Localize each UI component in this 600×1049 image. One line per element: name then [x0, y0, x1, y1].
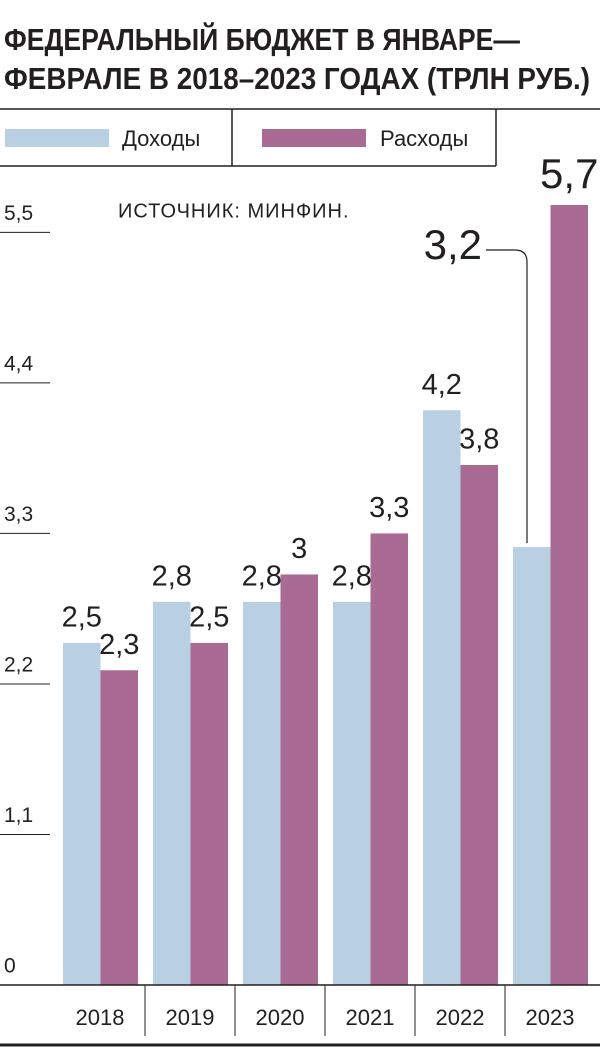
y-tick-label: 1,1 [4, 804, 33, 827]
chart-title: ФЕДЕРАЛЬНЫЙ БЮДЖЕТ В ЯНВАРЕ— [4, 21, 520, 57]
value-label: 3,3 [369, 492, 409, 524]
value-label: 2,8 [242, 560, 282, 592]
bar [280, 574, 318, 985]
x-tick-label: 2018 [76, 1005, 125, 1030]
chart-title: ФЕВРАЛЕ В 2018–2023 ГОДАХ (ТРЛН РУБ.) [4, 61, 590, 96]
bar [63, 642, 101, 985]
y-tick-label: 3,3 [4, 503, 33, 526]
value-label: 3,8 [459, 424, 499, 456]
bar [100, 670, 138, 985]
legend-label: Расходы [380, 126, 468, 151]
value-label: 2,5 [62, 602, 102, 634]
legend-swatch [262, 129, 366, 147]
x-tick-label: 2022 [436, 1005, 485, 1030]
bar [513, 547, 551, 985]
value-label: 3 [291, 533, 307, 565]
x-tick-label: 2020 [256, 1005, 305, 1030]
annotation: ИСТОЧНИК: МИНФИН. [118, 200, 350, 222]
bar [423, 410, 461, 985]
y-tick-label: 2,2 [4, 653, 33, 676]
value-label: 2,5 [189, 602, 229, 634]
value-label: 2,3 [99, 629, 139, 661]
y-tick-label: 4,4 [4, 352, 34, 375]
bar [190, 642, 228, 985]
value-label: 5,7 [540, 150, 598, 197]
x-tick-label: 2023 [526, 1005, 575, 1030]
value-label: 4,2 [422, 369, 462, 401]
bar [153, 601, 191, 985]
bar [460, 465, 498, 985]
x-tick-label: 2019 [166, 1005, 215, 1030]
value-label: 2,8 [332, 560, 372, 592]
bar [333, 601, 371, 985]
bar [370, 533, 408, 985]
y-tick-label: 5,5 [4, 202, 33, 225]
legend-label: Доходы [122, 126, 200, 151]
x-tick-label: 2021 [346, 1005, 395, 1030]
value-label: 2,8 [152, 560, 192, 592]
value-label: 3,2 [424, 221, 482, 268]
legend-swatch [5, 129, 109, 147]
bar [243, 601, 281, 985]
leader-line [486, 249, 528, 544]
y-tick-label: 0 [4, 955, 16, 978]
bar [550, 205, 588, 985]
